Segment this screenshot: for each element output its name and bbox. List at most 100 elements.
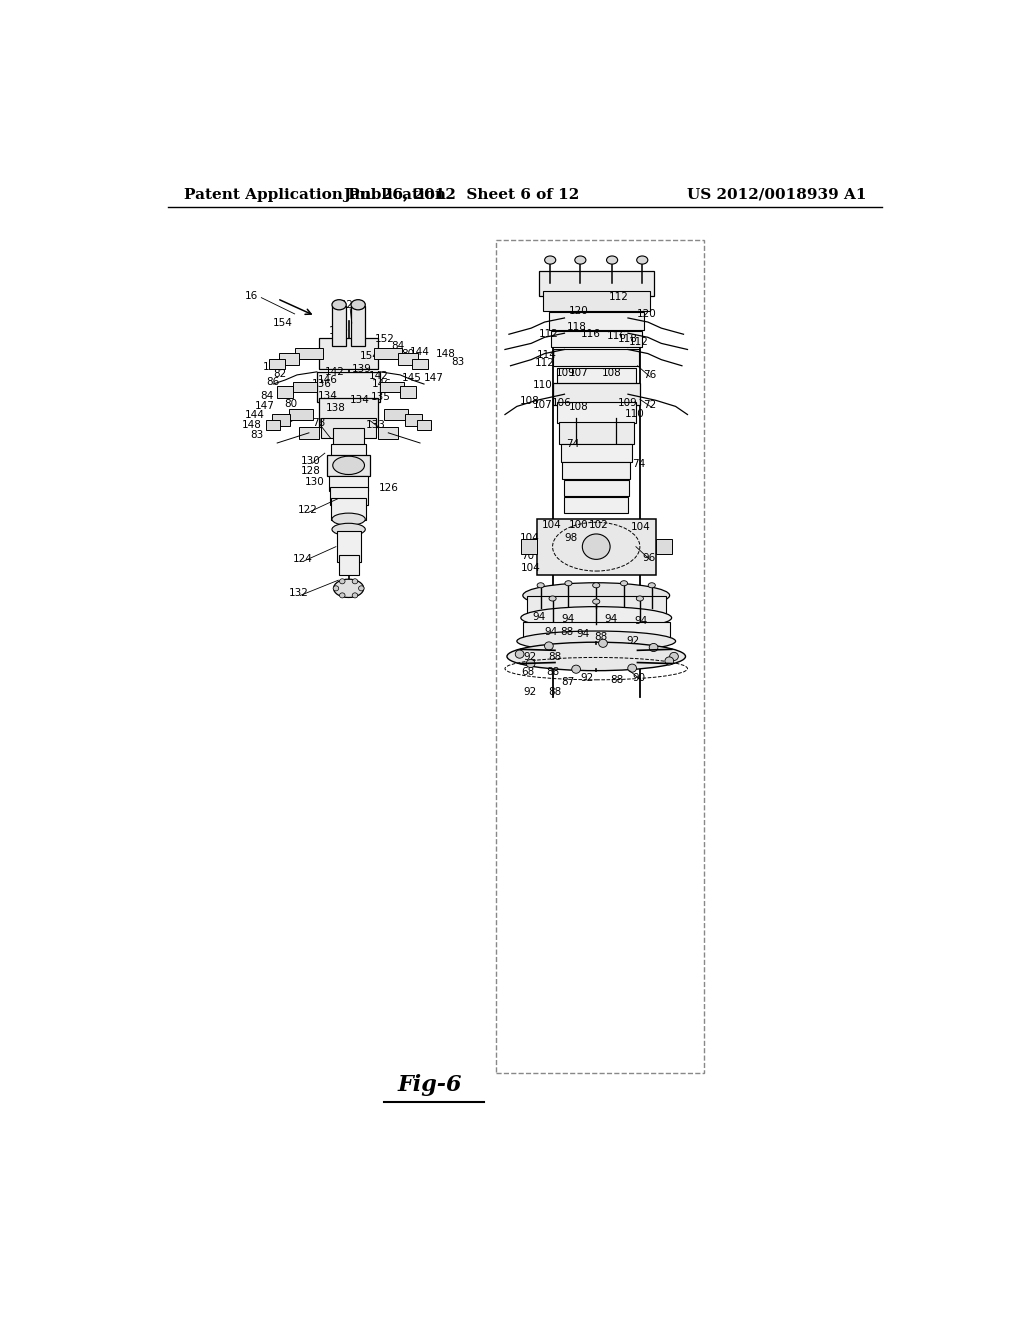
- Text: Patent Application Publication: Patent Application Publication: [183, 187, 445, 202]
- Bar: [563, 479, 629, 496]
- Bar: [293, 381, 316, 392]
- Text: 104: 104: [521, 564, 541, 573]
- Ellipse shape: [352, 593, 357, 598]
- Text: 148: 148: [435, 348, 456, 359]
- Text: 94: 94: [545, 627, 558, 638]
- Text: 144: 144: [245, 409, 265, 420]
- Text: 74: 74: [632, 459, 645, 470]
- Text: 120: 120: [569, 306, 589, 315]
- Bar: [398, 352, 418, 364]
- Text: 152: 152: [334, 300, 354, 310]
- Text: 83: 83: [251, 430, 264, 440]
- Ellipse shape: [549, 595, 556, 601]
- Bar: [327, 455, 371, 475]
- Ellipse shape: [351, 300, 366, 310]
- Ellipse shape: [599, 639, 607, 647]
- Bar: [558, 421, 634, 444]
- Ellipse shape: [593, 582, 600, 587]
- Text: 108: 108: [569, 403, 589, 412]
- Bar: [560, 444, 632, 462]
- Text: 88: 88: [548, 652, 561, 663]
- Ellipse shape: [593, 599, 600, 605]
- Bar: [331, 444, 367, 462]
- Bar: [521, 539, 537, 554]
- Text: 132: 132: [289, 589, 308, 598]
- Text: 78: 78: [312, 417, 325, 428]
- Text: 108: 108: [602, 368, 622, 378]
- Text: 87: 87: [561, 677, 574, 686]
- Text: 133: 133: [366, 420, 386, 430]
- Text: 154: 154: [360, 351, 380, 360]
- Bar: [280, 352, 299, 364]
- Text: 110: 110: [625, 408, 644, 418]
- Text: 118: 118: [566, 322, 587, 333]
- Ellipse shape: [637, 256, 648, 264]
- Ellipse shape: [333, 586, 339, 591]
- Bar: [553, 350, 639, 366]
- Text: 88: 88: [610, 675, 624, 685]
- Bar: [379, 426, 398, 440]
- Bar: [655, 539, 672, 554]
- Ellipse shape: [332, 300, 346, 310]
- Text: 16: 16: [245, 290, 258, 301]
- Ellipse shape: [648, 582, 655, 587]
- Text: 150: 150: [329, 326, 348, 337]
- Bar: [295, 348, 323, 359]
- Bar: [289, 409, 313, 420]
- Text: 130: 130: [304, 477, 325, 487]
- Text: 104: 104: [520, 532, 540, 543]
- Text: 134: 134: [318, 391, 338, 401]
- Ellipse shape: [521, 607, 672, 630]
- Bar: [318, 399, 379, 426]
- Ellipse shape: [649, 643, 658, 652]
- Text: 109: 109: [556, 368, 575, 378]
- Text: 80: 80: [400, 348, 414, 359]
- Ellipse shape: [526, 660, 535, 668]
- Text: 94: 94: [634, 616, 647, 626]
- Ellipse shape: [545, 256, 556, 264]
- Bar: [549, 312, 644, 330]
- Bar: [523, 622, 670, 640]
- Bar: [537, 519, 655, 574]
- Ellipse shape: [352, 578, 357, 583]
- Text: 112: 112: [535, 358, 555, 368]
- Text: 88: 88: [548, 686, 561, 697]
- Text: 144: 144: [410, 347, 430, 356]
- Text: 135: 135: [371, 392, 390, 403]
- Text: 154: 154: [272, 318, 293, 329]
- Text: 92: 92: [523, 686, 537, 697]
- Text: 94: 94: [604, 614, 617, 624]
- Text: 126: 126: [378, 483, 398, 492]
- Bar: [556, 368, 636, 384]
- Bar: [266, 420, 281, 430]
- Text: 86: 86: [266, 378, 280, 387]
- Bar: [526, 597, 666, 619]
- Text: 136: 136: [311, 379, 332, 389]
- Text: 104: 104: [631, 523, 650, 532]
- Bar: [278, 385, 293, 399]
- Text: 109: 109: [618, 399, 638, 408]
- Text: 88: 88: [560, 627, 573, 638]
- Text: 100: 100: [569, 520, 589, 531]
- Text: 116: 116: [607, 331, 627, 342]
- Ellipse shape: [517, 631, 676, 651]
- Text: 98: 98: [564, 532, 578, 543]
- Ellipse shape: [340, 593, 345, 598]
- Bar: [339, 554, 358, 576]
- Text: 107: 107: [534, 400, 553, 411]
- Ellipse shape: [332, 523, 366, 536]
- Text: 147: 147: [424, 374, 443, 383]
- Bar: [351, 306, 366, 346]
- Text: 138: 138: [326, 404, 346, 413]
- Ellipse shape: [665, 657, 674, 665]
- Ellipse shape: [574, 256, 586, 264]
- Ellipse shape: [670, 652, 678, 660]
- Text: 96: 96: [642, 553, 655, 562]
- Bar: [562, 462, 630, 479]
- Text: 72: 72: [643, 400, 656, 411]
- Text: 106: 106: [552, 399, 571, 408]
- Text: 146: 146: [372, 379, 392, 389]
- Bar: [400, 385, 416, 399]
- Text: 90: 90: [633, 673, 646, 682]
- Ellipse shape: [606, 256, 617, 264]
